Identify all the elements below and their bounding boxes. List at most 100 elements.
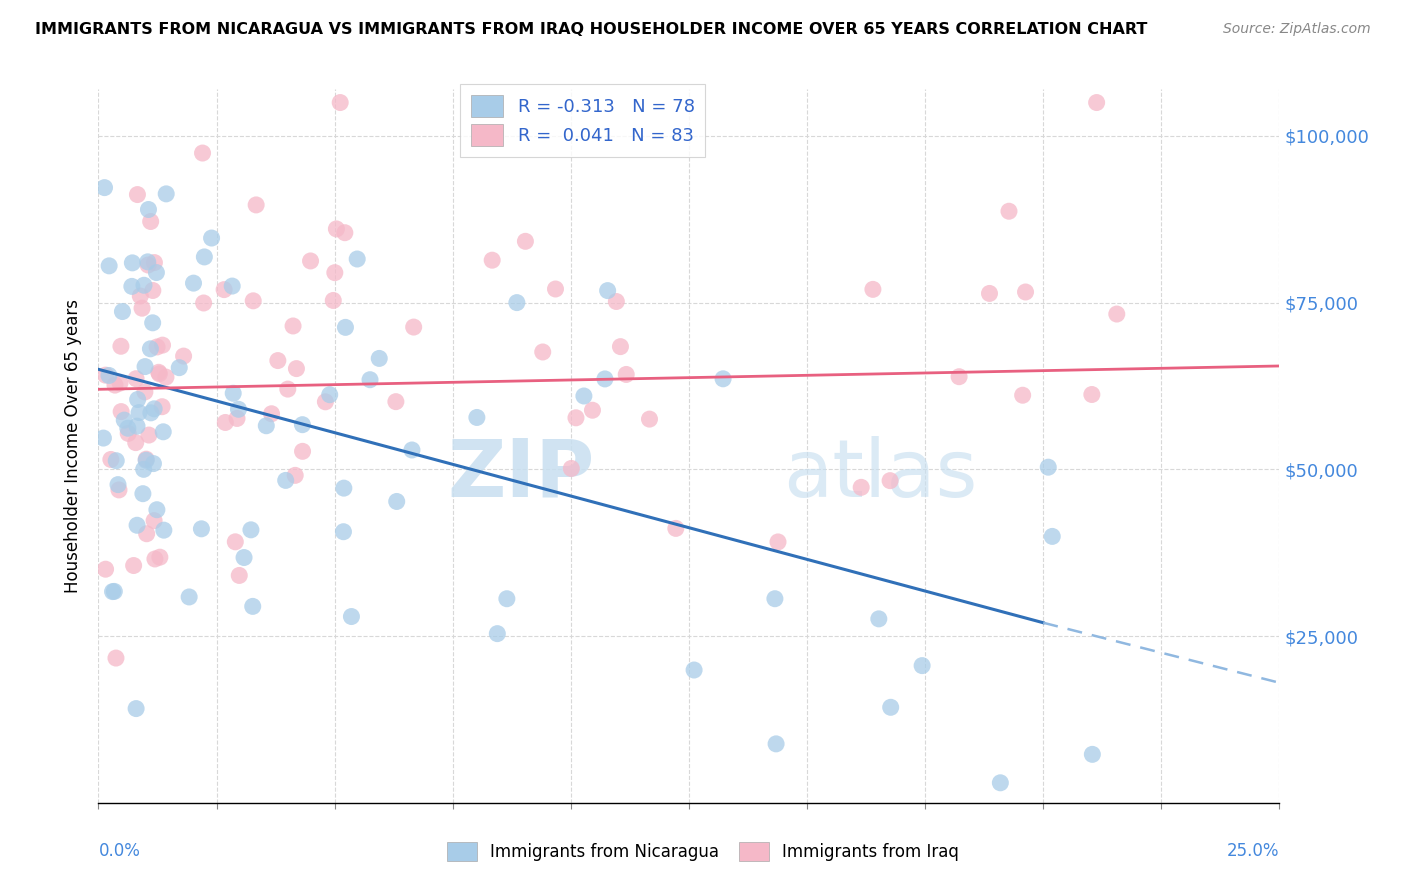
- Point: [228, 402, 250, 417]
- Point: [104, 651, 127, 665]
- Point: [127, 392, 149, 407]
- Point: [98, 368, 121, 383]
- Point: [134, 384, 156, 399]
- Point: [560, 461, 582, 475]
- Point: [104, 378, 127, 392]
- Point: [359, 373, 381, 387]
- Point: [572, 389, 595, 403]
- Point: [329, 95, 352, 110]
- Point: [605, 294, 627, 309]
- Point: [110, 339, 132, 353]
- Point: [333, 481, 356, 495]
- Point: [274, 474, 297, 488]
- Point: [314, 394, 336, 409]
- Point: [145, 266, 167, 280]
- Point: [155, 370, 177, 384]
- Point: [108, 483, 131, 497]
- Point: [101, 584, 124, 599]
- Point: [134, 359, 156, 374]
- Point: [93, 431, 115, 445]
- Point: [94, 368, 117, 383]
- Point: [155, 186, 177, 201]
- Point: [100, 452, 122, 467]
- Point: [138, 428, 160, 442]
- Point: [614, 368, 637, 382]
- Point: [128, 406, 150, 420]
- Point: [103, 584, 125, 599]
- Point: [683, 663, 706, 677]
- Point: [319, 387, 342, 401]
- Point: [385, 494, 408, 508]
- Point: [139, 342, 162, 356]
- Point: [148, 367, 170, 381]
- Point: [191, 146, 214, 161]
- Point: [226, 411, 249, 425]
- Legend: R = -0.313   N = 78, R =  0.041   N = 83: R = -0.313 N = 78, R = 0.041 N = 83: [460, 84, 706, 157]
- Point: [221, 279, 243, 293]
- Point: [711, 372, 734, 386]
- Point: [142, 316, 165, 330]
- Point: [136, 255, 159, 269]
- Point: [110, 404, 132, 418]
- Point: [254, 418, 277, 433]
- Point: [765, 737, 787, 751]
- Point: [242, 293, 264, 308]
- Point: [325, 222, 347, 236]
- Point: [183, 276, 205, 290]
- Point: [200, 231, 222, 245]
- Point: [153, 523, 176, 537]
- Point: [125, 372, 148, 386]
- Point: [515, 235, 537, 249]
- Point: [763, 591, 786, 606]
- Point: [125, 435, 148, 450]
- Point: [125, 701, 148, 715]
- Point: [531, 345, 554, 359]
- Point: [868, 612, 890, 626]
- Point: [107, 477, 129, 491]
- Point: [368, 351, 391, 366]
- Point: [609, 340, 631, 354]
- Point: [506, 295, 529, 310]
- Point: [146, 502, 169, 516]
- Point: [267, 353, 290, 368]
- Point: [142, 457, 165, 471]
- Point: [212, 283, 235, 297]
- Point: [581, 403, 603, 417]
- Point: [127, 187, 149, 202]
- Point: [911, 658, 934, 673]
- Point: [139, 214, 162, 228]
- Point: [862, 282, 884, 296]
- Point: [1040, 529, 1063, 543]
- Point: [1085, 95, 1108, 110]
- Point: [285, 361, 308, 376]
- Point: [222, 386, 245, 401]
- Point: [224, 534, 246, 549]
- Point: [132, 486, 155, 500]
- Point: [228, 568, 250, 582]
- Text: ZIP: ZIP: [447, 435, 595, 514]
- Point: [998, 204, 1021, 219]
- Text: atlas: atlas: [783, 435, 977, 514]
- Text: Source: ZipAtlas.com: Source: ZipAtlas.com: [1223, 22, 1371, 37]
- Point: [332, 524, 354, 539]
- Point: [139, 406, 162, 420]
- Point: [596, 284, 619, 298]
- Point: [291, 417, 314, 432]
- Point: [323, 266, 346, 280]
- Point: [143, 514, 166, 528]
- Point: [665, 521, 688, 535]
- Point: [879, 474, 901, 488]
- Point: [766, 535, 789, 549]
- Point: [149, 550, 172, 565]
- Point: [129, 289, 152, 303]
- Point: [214, 416, 236, 430]
- Point: [233, 550, 256, 565]
- Point: [481, 253, 503, 268]
- Text: IMMIGRANTS FROM NICARAGUA VS IMMIGRANTS FROM IRAQ HOUSEHOLDER INCOME OVER 65 YEA: IMMIGRANTS FROM NICARAGUA VS IMMIGRANTS …: [35, 22, 1147, 37]
- Point: [495, 591, 517, 606]
- Point: [173, 349, 195, 363]
- Point: [544, 282, 567, 296]
- Point: [988, 776, 1011, 790]
- Point: [135, 453, 157, 467]
- Point: [98, 259, 121, 273]
